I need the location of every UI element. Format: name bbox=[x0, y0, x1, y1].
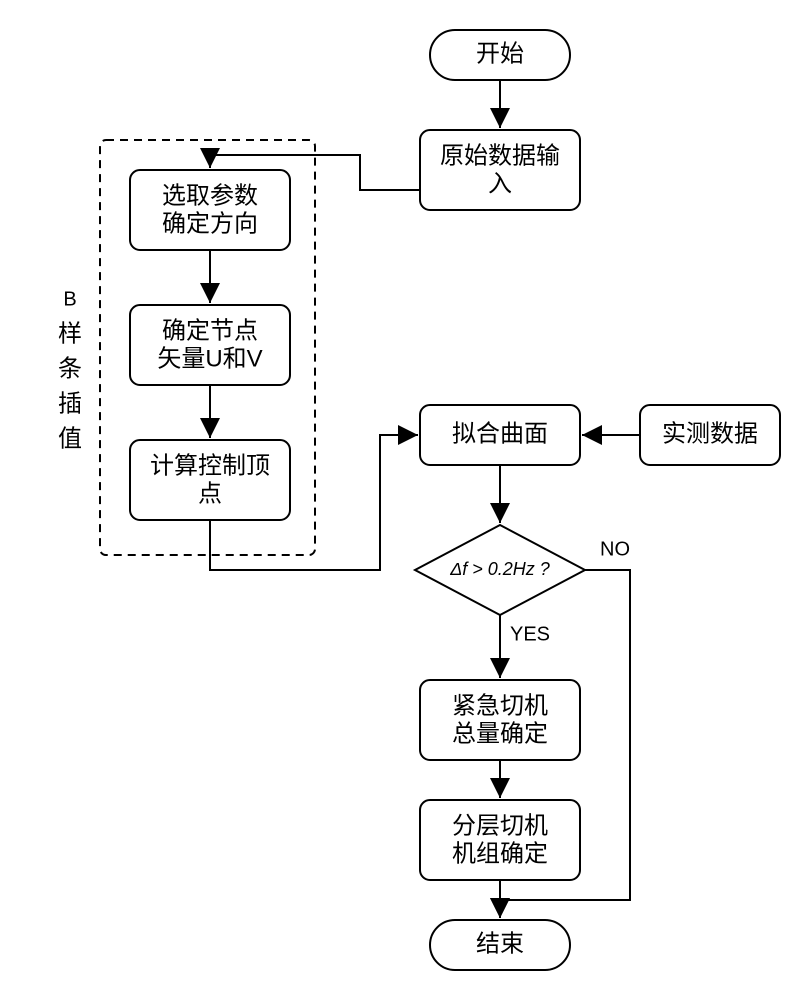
select-param-line1: 选取参数 bbox=[162, 182, 258, 209]
bspline-group-label-3: 插 bbox=[58, 390, 82, 417]
start-label: 开始 bbox=[476, 40, 524, 67]
input-data-line2: 入 bbox=[488, 170, 512, 197]
bspline-group-label-2: 条 bbox=[58, 355, 82, 382]
decision-yes-label: YES bbox=[510, 623, 550, 645]
input-data-line1: 原始数据输 bbox=[440, 142, 560, 169]
bspline-group-label-4: 值 bbox=[58, 425, 82, 452]
emerg-total-line2: 总量确定 bbox=[452, 720, 548, 747]
emerg-total-line1: 紧急切机 bbox=[452, 692, 548, 719]
calc-ctrl-line1: 计算控制顶 bbox=[150, 452, 270, 479]
node-vec-line1: 确定节点 bbox=[162, 317, 258, 344]
bspline-group-label-1: 样 bbox=[58, 320, 82, 347]
end-label: 结束 bbox=[476, 930, 524, 957]
layer-unit-line2: 机组确定 bbox=[452, 840, 548, 867]
decision-expr: Δf > 0.2Hz ? bbox=[449, 559, 550, 579]
bspline-group-label-B: B bbox=[63, 288, 76, 310]
layer-unit-line1: 分层切机 bbox=[452, 812, 548, 839]
decision-no-label: NO bbox=[600, 538, 630, 560]
calc-ctrl-line2: 点 bbox=[198, 480, 222, 507]
measured-label: 实测数据 bbox=[662, 420, 758, 447]
fit-surface-label: 拟合曲面 bbox=[452, 420, 548, 447]
node-vec-line2: 矢量U和V bbox=[157, 345, 262, 372]
select-param-line2: 确定方向 bbox=[162, 210, 258, 237]
